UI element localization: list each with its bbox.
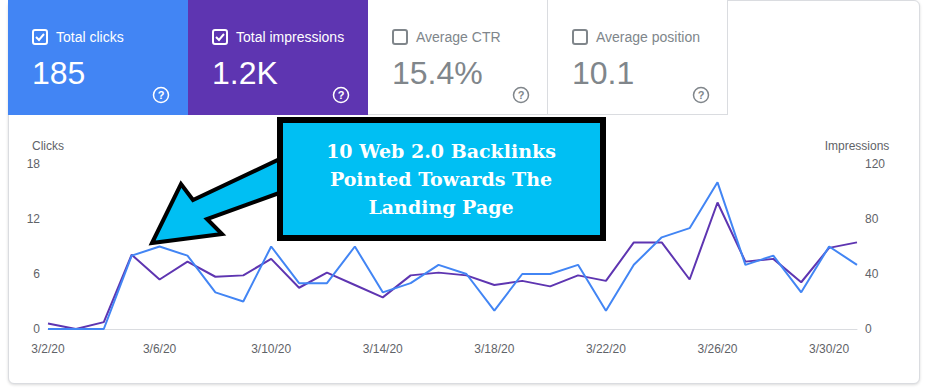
svg-text:?: ? xyxy=(158,89,165,101)
html-text:1.2K: 1.2K xyxy=(212,55,278,91)
svg-text:Impressions: Impressions xyxy=(825,139,890,153)
html-text:10.1: 10.1 xyxy=(572,55,635,91)
svg-text:3/30/20: 3/30/20 xyxy=(809,342,849,356)
svg-text:10 Web 2.0 Backlinks: 10 Web 2.0 Backlinks xyxy=(326,140,556,162)
html-text:Average position: Average position xyxy=(596,29,700,45)
svg-text:?: ? xyxy=(698,89,705,101)
svg-text:80: 80 xyxy=(865,212,879,226)
svg-text:0: 0 xyxy=(865,322,872,336)
svg-text:40: 40 xyxy=(865,267,879,281)
html-text:Total impressions: Total impressions xyxy=(236,29,345,45)
svg-text:6: 6 xyxy=(33,267,40,281)
svg-text:0: 0 xyxy=(33,322,40,336)
svg-text:3/2/20: 3/2/20 xyxy=(31,342,65,356)
svg-text:3/14/20: 3/14/20 xyxy=(363,342,403,356)
svg-text:?: ? xyxy=(338,89,345,101)
svg-text:Landing Page: Landing Page xyxy=(368,196,513,218)
svg-text:3/6/20: 3/6/20 xyxy=(143,342,177,356)
svg-text:3/10/20: 3/10/20 xyxy=(251,342,291,356)
svg-text:Pointed Towards The: Pointed Towards The xyxy=(330,168,552,190)
html-text:Average CTR: Average CTR xyxy=(416,29,501,45)
svg-text:3/26/20: 3/26/20 xyxy=(697,342,737,356)
svg-text:3/18/20: 3/18/20 xyxy=(474,342,514,356)
html-text:15.4%: 15.4% xyxy=(392,55,483,91)
svg-text:120: 120 xyxy=(865,157,885,171)
svg-text:3/22/20: 3/22/20 xyxy=(586,342,626,356)
svg-text:Clicks: Clicks xyxy=(32,139,64,153)
svg-text:12: 12 xyxy=(27,212,41,226)
svg-text:?: ? xyxy=(518,89,525,101)
html-text:Total clicks: Total clicks xyxy=(56,29,124,45)
svg-text:18: 18 xyxy=(27,157,41,171)
html-text:185: 185 xyxy=(32,55,86,91)
